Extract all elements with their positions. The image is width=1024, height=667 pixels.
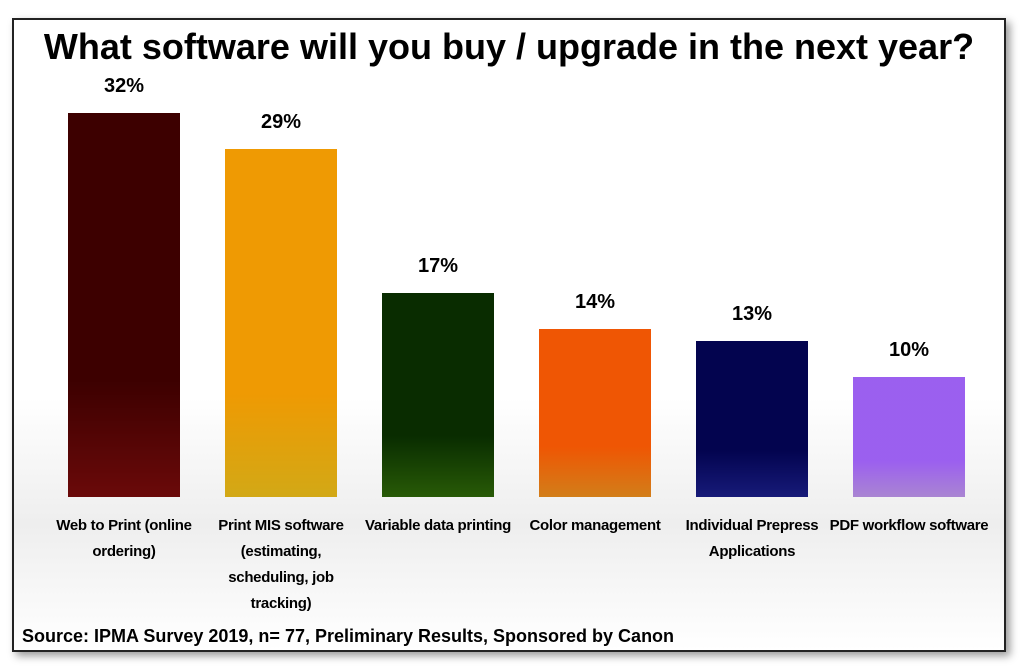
- x-tick-label: PDF workflow software: [829, 517, 989, 534]
- source-note: Source: IPMA Survey 2019, n= 77, Prelimi…: [22, 626, 675, 646]
- bar: [68, 113, 180, 497]
- value-label: 13%: [731, 303, 773, 325]
- bar: [539, 329, 651, 497]
- x-tick-label: Web to Print (online ordering): [56, 517, 192, 560]
- bar: [382, 293, 494, 497]
- x-tick-label: Color management: [529, 517, 661, 534]
- x-tick-label: Print MIS software (estimating, scheduli…: [218, 517, 344, 612]
- bar: [853, 377, 965, 497]
- value-label: 14%: [574, 291, 616, 313]
- x-tick-label: Individual Prepress Applications: [685, 517, 819, 560]
- chart-title: What software will you buy / upgrade in …: [43, 26, 975, 67]
- x-tick-label: Variable data printing: [365, 517, 511, 534]
- bar: [696, 341, 808, 497]
- bar: [225, 149, 337, 497]
- value-label: 32%: [103, 75, 145, 97]
- chart: What software will you buy / upgrade in …: [12, 18, 1006, 652]
- value-label: 17%: [417, 255, 459, 277]
- value-label: 10%: [888, 339, 930, 361]
- value-label: 29%: [260, 111, 302, 133]
